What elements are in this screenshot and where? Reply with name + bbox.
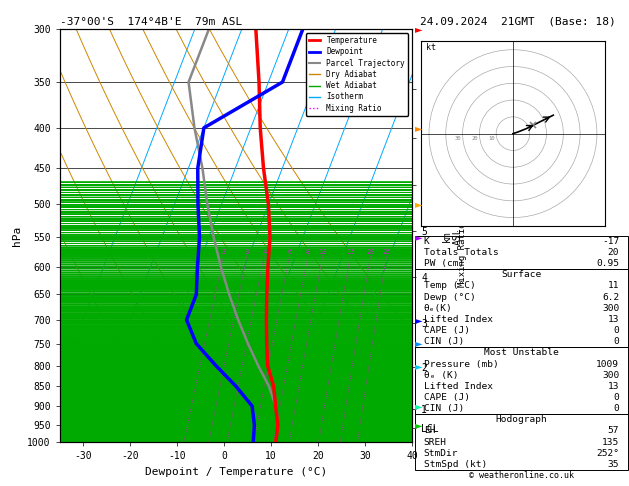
Text: PW (cm): PW (cm)	[424, 259, 464, 268]
Text: 1009: 1009	[596, 360, 619, 368]
Text: 13: 13	[608, 382, 619, 391]
Text: 57: 57	[608, 426, 619, 435]
Text: © weatheronline.co.uk: © weatheronline.co.uk	[469, 471, 574, 480]
Text: kt: kt	[426, 43, 436, 52]
Text: Surface: Surface	[501, 270, 542, 279]
Text: 2: 2	[221, 249, 226, 255]
Text: Lifted Index: Lifted Index	[424, 382, 493, 391]
Text: 10: 10	[318, 249, 327, 255]
Text: CAPE (J): CAPE (J)	[424, 326, 470, 335]
Text: 15: 15	[346, 249, 355, 255]
Text: 0: 0	[613, 326, 619, 335]
Text: 30: 30	[454, 136, 461, 141]
Text: 0: 0	[613, 337, 619, 346]
Text: 20: 20	[366, 249, 375, 255]
Text: Most Unstable: Most Unstable	[484, 348, 559, 357]
Text: 300: 300	[602, 371, 619, 380]
Text: ►: ►	[415, 419, 423, 430]
Text: 0: 0	[613, 404, 619, 413]
Text: Temp (°C): Temp (°C)	[424, 281, 476, 291]
Text: 252°: 252°	[596, 449, 619, 458]
Y-axis label: km
ASL: km ASL	[442, 227, 463, 244]
Text: ►: ►	[415, 123, 423, 133]
Text: Hodograph: Hodograph	[496, 415, 547, 424]
Text: Dewp (°C): Dewp (°C)	[424, 293, 476, 302]
Text: Mixing Ratio (g/kg): Mixing Ratio (g/kg)	[458, 185, 467, 287]
Text: 3: 3	[245, 249, 249, 255]
Text: StmDir: StmDir	[424, 449, 458, 458]
Text: 6.2: 6.2	[602, 293, 619, 302]
Text: EH: EH	[424, 426, 435, 435]
Bar	[415, 269, 628, 347]
Y-axis label: hPa: hPa	[12, 226, 21, 246]
Text: 8: 8	[306, 249, 310, 255]
Text: 35: 35	[608, 460, 619, 469]
Text: ►: ►	[415, 361, 423, 371]
X-axis label: Dewpoint / Temperature (°C): Dewpoint / Temperature (°C)	[145, 467, 327, 477]
Text: θₑ (K): θₑ (K)	[424, 371, 458, 380]
Text: 24.09.2024  21GMT  (Base: 18): 24.09.2024 21GMT (Base: 18)	[420, 17, 616, 27]
Text: 10: 10	[488, 136, 494, 141]
Legend: Temperature, Dewpoint, Parcel Trajectory, Dry Adiabat, Wet Adiabat, Isotherm, Mi: Temperature, Dewpoint, Parcel Trajectory…	[306, 33, 408, 116]
Text: 300: 300	[602, 304, 619, 312]
Text: Pressure (mb): Pressure (mb)	[424, 360, 498, 368]
Text: 6: 6	[287, 249, 292, 255]
Text: ►: ►	[415, 199, 423, 209]
Text: -37°00'S  174°4B'E  79m ASL: -37°00'S 174°4B'E 79m ASL	[60, 17, 242, 27]
Text: CIN (J): CIN (J)	[424, 404, 464, 413]
Bar	[415, 414, 628, 470]
Text: 20: 20	[471, 136, 477, 141]
Text: 4: 4	[262, 249, 267, 255]
Text: ►: ►	[415, 339, 423, 348]
Text: 13: 13	[608, 315, 619, 324]
Text: 20: 20	[608, 248, 619, 257]
Text: ►: ►	[415, 24, 423, 34]
Text: 0.95: 0.95	[596, 259, 619, 268]
Text: ►: ►	[415, 315, 423, 325]
Text: Totals Totals: Totals Totals	[424, 248, 498, 257]
Text: K: K	[424, 237, 430, 246]
Text: 11: 11	[608, 281, 619, 291]
Text: CIN (J): CIN (J)	[424, 337, 464, 346]
Text: SREH: SREH	[424, 437, 447, 447]
Text: Lifted Index: Lifted Index	[424, 315, 493, 324]
Text: CAPE (J): CAPE (J)	[424, 393, 470, 402]
Text: θₑ(K): θₑ(K)	[424, 304, 452, 312]
Text: StmSpd (kt): StmSpd (kt)	[424, 460, 487, 469]
Bar	[415, 236, 628, 269]
Text: 25: 25	[382, 249, 391, 255]
Text: ►: ►	[415, 401, 423, 411]
Text: 0: 0	[613, 393, 619, 402]
Bar	[415, 347, 628, 414]
Text: -17: -17	[602, 237, 619, 246]
Text: 135: 135	[602, 437, 619, 447]
Text: ►: ►	[415, 232, 423, 242]
